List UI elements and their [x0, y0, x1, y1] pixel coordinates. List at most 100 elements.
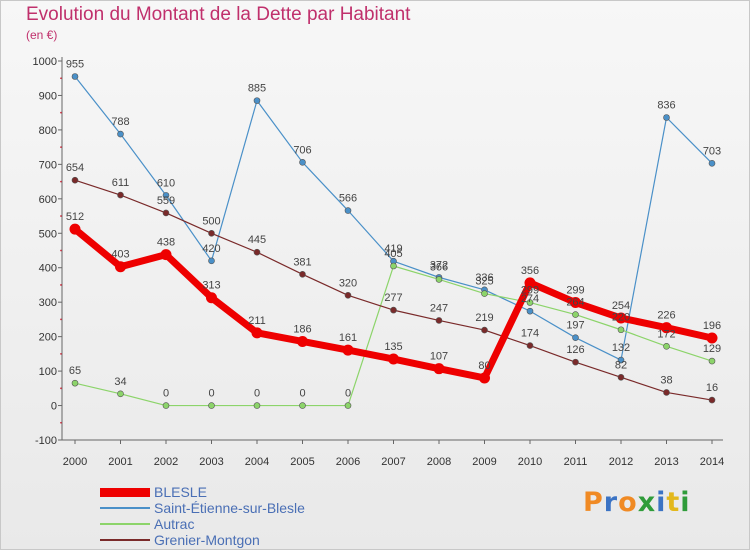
data-point: [115, 261, 126, 273]
data-point: [253, 402, 261, 409]
data-point: [69, 223, 81, 235]
data-point: [708, 396, 716, 404]
data-label: 197: [566, 320, 584, 332]
x-tick-label: 2001: [108, 456, 132, 468]
data-label: 0: [345, 388, 351, 400]
data-label: 174: [521, 328, 539, 340]
y-tick-label: 300: [39, 297, 57, 309]
data-point: [481, 326, 488, 334]
data-point: [661, 322, 672, 334]
data-point: [526, 342, 534, 349]
y-tick-label: 0: [51, 401, 57, 413]
data-label: 836: [657, 100, 675, 112]
x-tick-label: 2005: [290, 456, 314, 468]
data-point: [435, 276, 443, 283]
data-label: 135: [384, 341, 402, 353]
proxiti-logo: Proxiti: [583, 487, 691, 518]
data-label: 129: [703, 343, 721, 355]
data-point: [617, 326, 625, 334]
data-point: [71, 379, 79, 387]
data-label: 264: [566, 297, 584, 309]
x-tick-label: 2006: [336, 456, 360, 468]
data-point: [572, 311, 579, 318]
data-label: 299: [521, 285, 539, 297]
x-tick-label: 2009: [472, 456, 496, 468]
data-label: 65: [69, 365, 81, 377]
data-label: 34: [114, 376, 126, 388]
x-tick-label: 2013: [654, 456, 678, 468]
y-tick-label: 1000: [33, 56, 57, 68]
data-label: 706: [293, 144, 311, 156]
x-tick-label: 2008: [427, 456, 451, 468]
data-label: 403: [111, 249, 129, 261]
data-label: 186: [293, 323, 311, 335]
y-tick-label: 800: [39, 125, 57, 137]
data-label: 220: [612, 312, 630, 324]
logo-letter: x: [637, 487, 657, 518]
data-point: [208, 257, 215, 265]
data-point: [117, 130, 124, 138]
legend-label: Saint-Étienne-sur-Blesle: [154, 500, 305, 516]
data-point: [253, 97, 261, 104]
data-point: [526, 307, 534, 315]
y-minor-tick: [60, 284, 62, 286]
series-line: [74, 265, 713, 407]
logo-letter: o: [618, 487, 638, 518]
data-label: 610: [157, 177, 175, 189]
data-point: [526, 299, 534, 306]
y-minor-tick: [60, 352, 62, 355]
legend-label: BLESLE: [154, 484, 207, 500]
data-point: [162, 192, 170, 199]
data-point: [253, 248, 261, 256]
legend-swatch: [100, 523, 150, 525]
data-point: [706, 332, 718, 344]
data-label: 419: [384, 243, 402, 255]
data-label: 107: [430, 351, 448, 363]
chart-title: Evolution du Montant de la Dette par Hab…: [26, 4, 411, 25]
data-point: [708, 160, 716, 167]
data-point: [572, 358, 579, 366]
data-point: [160, 249, 172, 261]
y-minor-tick: [60, 387, 62, 390]
legend-label: Grenier-Montgon: [154, 532, 260, 548]
data-point: [524, 277, 536, 289]
data-label: 788: [111, 116, 129, 128]
y-tick-label: 700: [39, 159, 57, 171]
data-label: 299: [566, 285, 584, 297]
data-label: 254: [612, 300, 630, 312]
data-label: 336: [475, 272, 493, 284]
y-tick-label: -100: [35, 435, 57, 447]
data-point: [663, 114, 670, 121]
y-tick-label: 500: [39, 228, 57, 240]
data-point: [708, 357, 716, 365]
data-point: [344, 291, 352, 299]
data-point: [390, 262, 397, 270]
data-label: 405: [384, 248, 402, 260]
y-minor-tick: [60, 111, 62, 114]
data-point: [388, 353, 399, 365]
data-label: 325: [475, 276, 493, 288]
data-point: [481, 290, 488, 297]
y-tick-label: 600: [39, 194, 57, 206]
data-point: [71, 176, 79, 184]
data-point: [299, 158, 306, 166]
x-tick-label: 2002: [154, 456, 178, 468]
data-point: [297, 335, 308, 347]
data-point: [117, 390, 124, 398]
data-label: 320: [339, 277, 357, 289]
data-point: [251, 327, 263, 339]
data-point: [617, 356, 625, 364]
data-label: 38: [660, 374, 672, 386]
data-label: 0: [163, 388, 169, 400]
chart-unit: (en €): [26, 28, 58, 42]
y-minor-tick: [60, 249, 62, 252]
data-point: [344, 402, 352, 409]
data-point: [162, 402, 170, 409]
y-tick-label: 400: [39, 263, 57, 275]
data-label: 372: [430, 259, 448, 271]
data-label: 126: [566, 344, 584, 356]
legend-swatch: [100, 539, 150, 541]
data-label: 16: [706, 382, 718, 394]
